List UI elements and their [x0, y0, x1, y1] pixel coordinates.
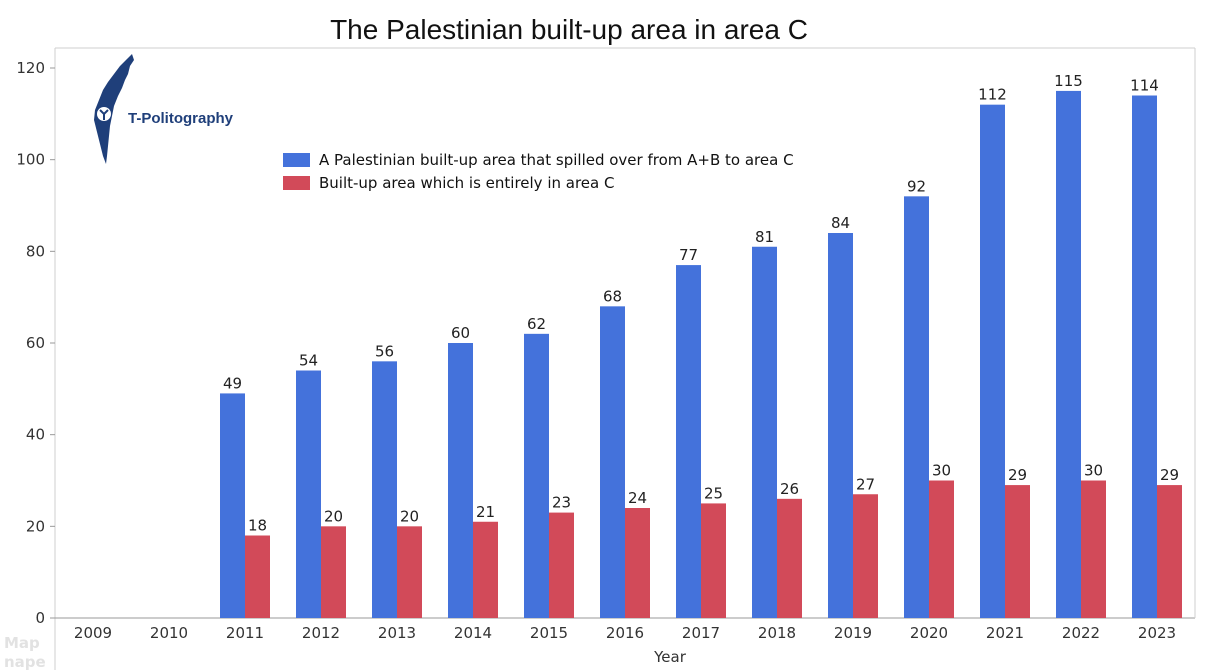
- bar-2022-series-1: [1056, 90, 1081, 618]
- x-tick-label: 2018: [758, 624, 796, 642]
- legend-entry-spilled-over: A Palestinian built-up area that spilled…: [283, 148, 794, 171]
- bar-2018-series-1: [752, 246, 777, 618]
- bar-2023-series-2: [1157, 485, 1182, 618]
- data-label: 60: [451, 324, 470, 342]
- bar-2018-series-2: [777, 498, 802, 618]
- bar-2011-series-2: [245, 535, 270, 618]
- bar-2015-series-1: [524, 333, 549, 618]
- y-tick-label: 60: [26, 334, 45, 352]
- data-label: 29: [1160, 466, 1179, 484]
- x-tick-label: 2019: [834, 624, 872, 642]
- data-label: 77: [679, 246, 698, 264]
- data-label: 29: [1008, 466, 1027, 484]
- bar-2017-series-2: [701, 503, 726, 618]
- bar-2021-series-1: [980, 104, 1005, 618]
- data-label: 81: [755, 228, 774, 246]
- bar-2022-series-2: [1081, 480, 1106, 618]
- bar-2012-series-1: [296, 370, 321, 618]
- data-label: 25: [704, 484, 723, 502]
- x-tick-label: 2021: [986, 624, 1024, 642]
- chart-bars: [220, 90, 1182, 619]
- x-tick-label: 2009: [74, 624, 112, 642]
- x-tick-label: 2012: [302, 624, 340, 642]
- y-tick-label: 100: [16, 151, 45, 169]
- chart-legend: A Palestinian built-up area that spilled…: [283, 148, 794, 194]
- bar-2013-series-1: [372, 361, 397, 618]
- data-label: 92: [907, 177, 926, 195]
- y-tick-label: 80: [26, 242, 45, 260]
- legend-label: A Palestinian built-up area that spilled…: [319, 150, 794, 169]
- x-tick-label: 2010: [150, 624, 188, 642]
- bar-2016-series-1: [600, 306, 625, 618]
- data-label: 27: [856, 475, 875, 493]
- data-label: 56: [375, 342, 394, 360]
- chart-title: The Palestinian built-up area in area C: [330, 14, 808, 45]
- data-label: 20: [324, 507, 343, 525]
- legend-label: Built-up area which is entirely in area …: [319, 173, 615, 192]
- x-axis-label: Year: [653, 648, 687, 666]
- watermark: Map nape: [4, 634, 46, 672]
- data-label: 49: [223, 374, 242, 392]
- chart-labels: 49 54 56 60 62 68 77 81 84 92 112 115 114 18 20 20 21 23 2…: [223, 72, 1179, 535]
- x-tick-label: 2016: [606, 624, 644, 642]
- bar-2021-series-2: [1005, 485, 1030, 618]
- data-label: 23: [552, 494, 571, 512]
- bar-2020-series-2: [929, 480, 954, 618]
- bar-2017-series-1: [676, 265, 701, 618]
- bar-2020-series-1: [904, 196, 929, 619]
- data-label: 54: [299, 352, 318, 370]
- bar-2011-series-1: [220, 393, 245, 618]
- bar-2014-series-1: [448, 343, 473, 618]
- y-tick-label: 0: [35, 609, 45, 627]
- x-tick-label: 2017: [682, 624, 720, 642]
- data-label: 84: [831, 214, 850, 232]
- data-label: 18: [248, 517, 267, 535]
- x-tick-label: 2014: [454, 624, 492, 642]
- logo: T-Politography: [88, 52, 248, 167]
- data-label: 26: [780, 480, 799, 498]
- bar-2016-series-2: [625, 508, 650, 618]
- x-tick-label: 2022: [1062, 624, 1100, 642]
- bar-2014-series-2: [473, 521, 498, 618]
- x-tick-label: 2015: [530, 624, 568, 642]
- legend-swatch-red: [283, 175, 310, 190]
- y-tick-label: 20: [26, 517, 45, 535]
- x-tick-label: 2020: [910, 624, 948, 642]
- data-label: 21: [476, 503, 495, 521]
- data-label: 30: [1084, 462, 1103, 480]
- x-tick-label: 2013: [378, 624, 416, 642]
- legend-swatch-blue: [283, 152, 310, 167]
- data-label: 20: [400, 507, 419, 525]
- logo-text: T-Politography: [128, 110, 233, 127]
- bar-2019-series-1: [828, 233, 853, 618]
- bar-2019-series-2: [853, 494, 878, 618]
- data-label: 112: [978, 86, 1007, 104]
- data-label: 114: [1130, 77, 1159, 95]
- watermark-line: nape: [4, 653, 46, 671]
- bar-2013-series-2: [397, 526, 422, 618]
- x-tick-label: 2011: [226, 624, 264, 642]
- data-label: 115: [1054, 72, 1083, 90]
- bar-2015-series-2: [549, 512, 574, 618]
- watermark-line: Map: [4, 634, 40, 652]
- data-label: 24: [628, 489, 647, 507]
- legend-entry-entirely-in-c: Built-up area which is entirely in area …: [283, 171, 794, 194]
- y-tick-label: 120: [16, 59, 45, 77]
- bar-2023-series-1: [1132, 95, 1157, 618]
- data-label: 30: [932, 462, 951, 480]
- y-tick-label: 40: [26, 426, 45, 444]
- map-silhouette-icon: [94, 54, 134, 164]
- data-label: 68: [603, 287, 622, 305]
- x-tick-label: 2023: [1138, 624, 1176, 642]
- data-label: 62: [527, 315, 546, 333]
- bar-2012-series-2: [321, 526, 346, 618]
